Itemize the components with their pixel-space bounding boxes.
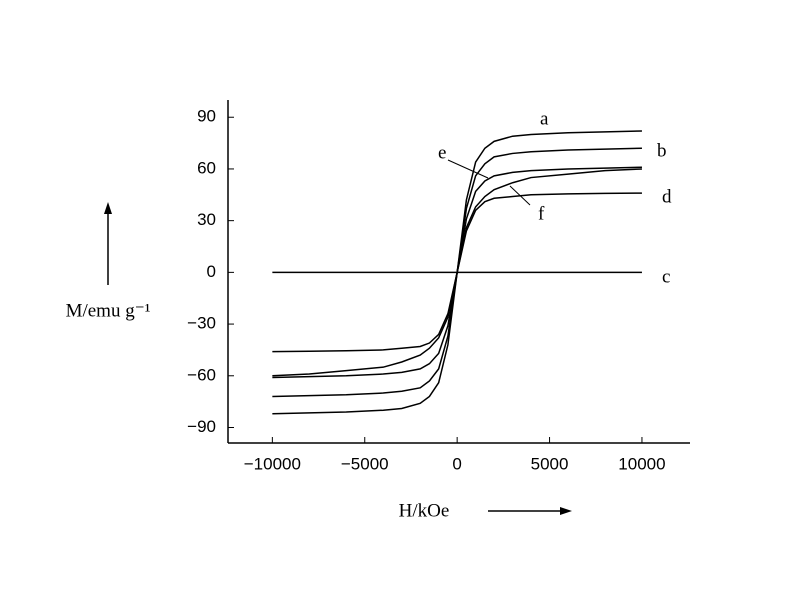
x-tick-label: −10000 <box>244 454 301 473</box>
y-tick-label: −30 <box>187 314 216 333</box>
series-label: e <box>438 142 446 163</box>
series-label: d <box>662 186 672 207</box>
x-tick-label: 10000 <box>618 454 665 473</box>
x-tick-label: 0 <box>452 454 461 473</box>
x-arrow-head <box>560 507 572 515</box>
y-tick-label: −60 <box>187 365 216 384</box>
y-arrow-head <box>104 202 112 214</box>
series-label: a <box>540 108 549 129</box>
y-tick-label: −90 <box>187 417 216 436</box>
x-tick-label: 5000 <box>531 454 569 473</box>
y-axis-label: M/emu g⁻¹ <box>66 300 151 321</box>
y-tick-label: 0 <box>207 262 216 281</box>
leader-line <box>447 159 489 179</box>
leader-line <box>509 185 531 206</box>
series-label: f <box>538 203 545 224</box>
series-label: b <box>657 140 667 161</box>
x-axis-label: H/kOe <box>399 500 450 521</box>
series-line <box>272 168 642 377</box>
x-tick-label: −5000 <box>341 454 389 473</box>
y-tick-label: 60 <box>197 158 216 177</box>
y-tick-label: 90 <box>197 107 216 126</box>
y-tick-label: 30 <box>197 210 216 229</box>
series-label: c <box>662 266 670 287</box>
